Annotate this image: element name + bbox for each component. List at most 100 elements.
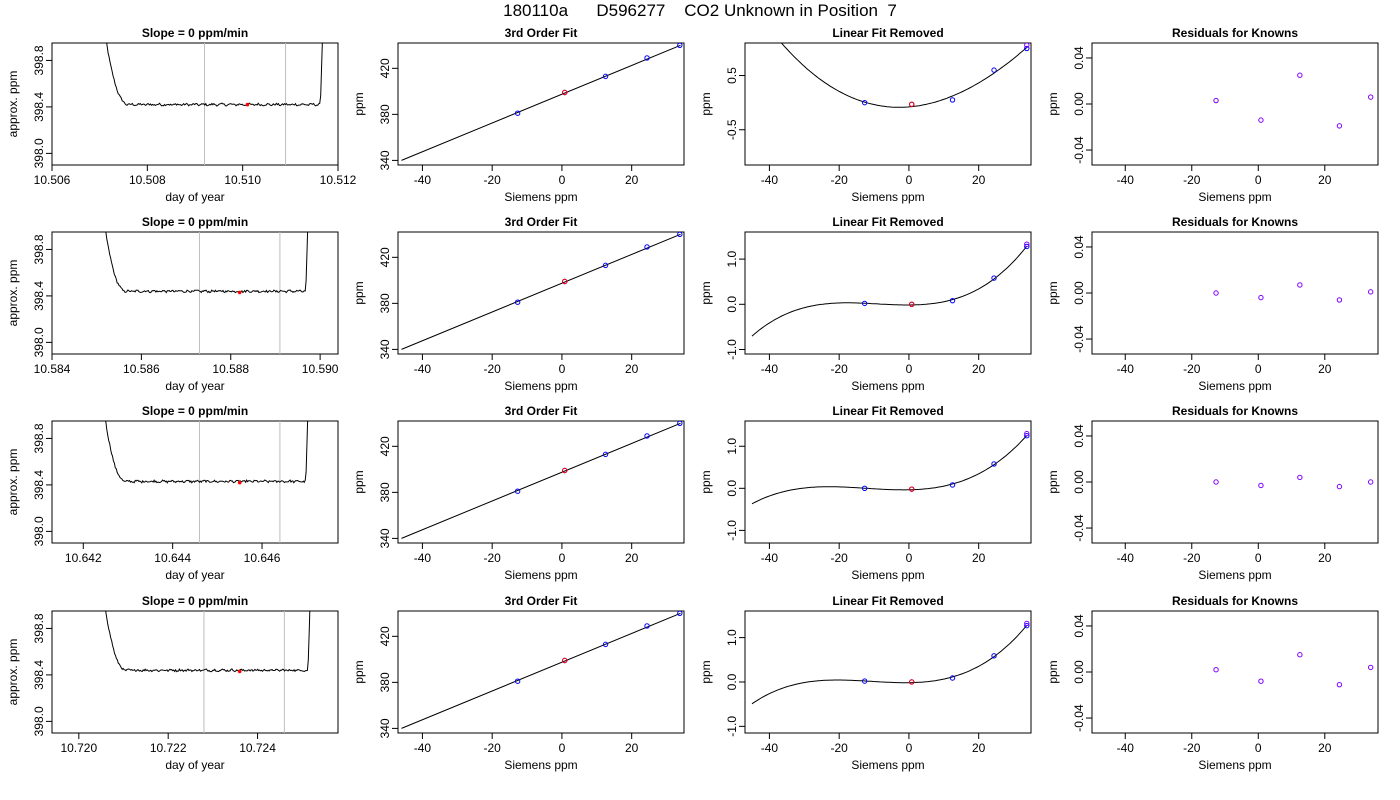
x-axis-label: Siemens ppm [504,758,577,772]
x-tick-label: 20 [1318,173,1332,187]
x-tick-label: 10.722 [150,741,187,755]
unknown-point [245,102,250,107]
known-point [677,611,683,617]
panel-title: Linear Fit Removed [832,215,943,229]
residual-point [1297,72,1303,78]
residual-point [1367,289,1374,295]
y-tick-label: 380 [378,293,392,313]
known-point [1024,433,1030,439]
y-tick-label: 0.00 [1072,281,1086,305]
y-axis-label: ppm [1046,281,1060,304]
x-tick-label: 0 [1255,551,1262,565]
y-axis-label: ppm [352,281,366,304]
x-tick-label: 20 [625,741,639,755]
plot-area [105,421,309,543]
x-tick-label: 10.586 [123,362,160,376]
panel-title: Linear Fit Removed [832,26,943,40]
plot-frame [397,420,685,544]
time-trace-line [105,232,309,294]
y-axis-label: ppm [352,660,366,683]
panel-r1c2: 3rd Order Fit -40 -20 0 20 340 380 420 Siemens p… [352,26,685,204]
known-point [991,67,997,73]
cubic-curve [751,435,1028,505]
y-axis-label: approx. ppm [6,639,20,706]
x-axis-label: Siemens ppm [504,379,577,393]
known-point [991,275,997,281]
known-point [514,488,521,494]
fit-line [401,612,681,729]
panel-title: Slope = 0 ppm/min [142,404,248,418]
plot-area [105,232,309,354]
panel-title: Residuals for Knowns [1172,26,1298,40]
x-tick-label: 20 [625,551,639,565]
known-point [991,653,997,659]
x-tick-label: 0 [559,362,566,376]
plot-area [401,232,683,350]
residual-point [1213,97,1219,104]
x-tick-label: 10.720 [60,741,97,755]
panel-r3c1: Slope = 0 ppm/min 10.642 10.644 10.646 398.0… [6,404,339,582]
y-tick-label: 398.0 [32,327,46,357]
x-tick-label: -20 [483,741,501,755]
x-tick-label: 0 [906,173,913,187]
plot-frame [744,420,1032,544]
unknown-point [237,290,242,295]
x-axis-label: Siemens ppm [851,379,924,393]
y-tick-label: 380 [378,482,392,502]
known-point [514,678,521,684]
x-tick-label: -40 [761,551,779,565]
plot-area [1213,474,1374,490]
y-tick-label: 340 [378,528,392,548]
x-axis-label: Siemens ppm [504,568,577,582]
panel-title: Slope = 0 ppm/min [142,215,248,229]
endpoint-point [1024,43,1030,48]
residual-point [1336,483,1343,490]
plot-frame [1091,42,1379,166]
y-axis-label: ppm [699,92,713,115]
known-point [1024,45,1030,52]
x-tick-label: -40 [1117,551,1135,565]
y-tick-label: 398.4 [32,660,46,690]
panel-title: Slope = 0 ppm/min [142,26,248,40]
plot-area [401,43,683,161]
cubic-curve [751,625,1028,705]
y-axis-label: ppm [1046,660,1060,683]
panel-r1c1: Slope = 0 ppm/min 10.506 10.508 10.510 10.51… [6,26,357,204]
x-axis-label: Siemens ppm [1198,190,1271,204]
x-tick-label: 0 [906,551,913,565]
plot-frame [744,610,1032,734]
known-point [677,421,683,427]
panel-r4c2: 3rd Order Fit -40 -20 0 20 340 380 420 Siemens p… [352,594,685,772]
y-tick-label: 420 [378,247,392,267]
panel-r4c1: Slope = 0 ppm/min 10.720 10.722 10.724 398.0… [6,594,339,772]
x-axis-label: Siemens ppm [1198,379,1271,393]
panel-r2c1: Slope = 0 ppm/min 10.584 10.586 10.588 10.59… [6,215,339,393]
plot-area [751,620,1030,705]
x-tick-label: -20 [830,173,848,187]
x-tick-label: 0 [906,362,913,376]
y-tick-label: 398.8 [32,234,46,264]
y-tick-label: 0.04 [1072,46,1086,70]
residual-point [1213,290,1219,296]
y-tick-label: 420 [378,58,392,78]
x-tick-label: 10.642 [65,551,102,565]
x-tick-label: 20 [972,551,986,565]
plot-area [751,430,1030,505]
x-tick-label: 0 [1255,173,1262,187]
x-tick-label: -40 [1117,362,1135,376]
panel-title: Residuals for Knowns [1172,594,1298,608]
y-tick-label: 398.4 [32,281,46,311]
panel-r1c3: Linear Fit Removed -40 -20 0 20 -0.5 0.5 Siemen… [699,26,1032,204]
x-tick-label: -40 [414,362,432,376]
known-point [514,299,521,305]
x-tick-label: 10.588 [212,362,249,376]
plot-frame [744,231,1032,355]
plot-area [780,43,1030,108]
plot-frame [51,231,339,355]
unknown-point [562,657,568,664]
panel-title: Residuals for Knowns [1172,404,1298,418]
time-trace-line [106,43,323,107]
plot-frame [1091,420,1379,544]
endpoint-point [1024,620,1030,627]
plot-area [1213,282,1374,303]
